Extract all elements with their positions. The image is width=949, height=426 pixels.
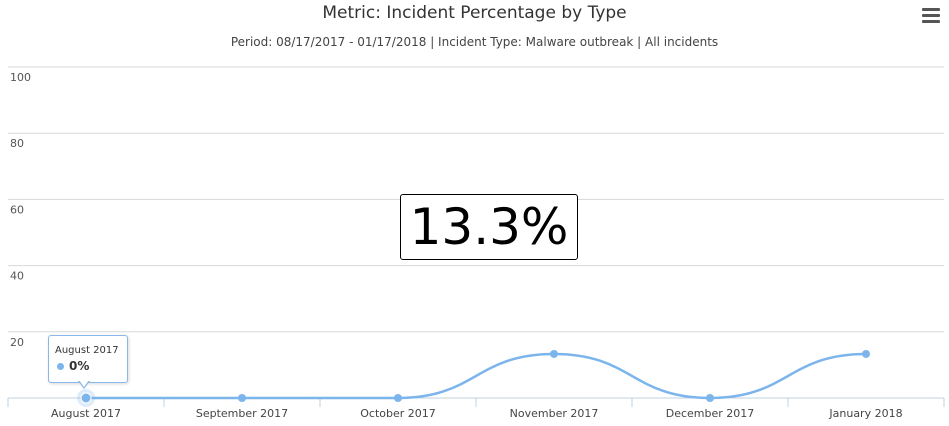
- y-tick-label: 60: [10, 203, 24, 216]
- tooltip-series-dot: [57, 363, 64, 370]
- tooltip-arrow-inner: [79, 380, 89, 387]
- x-tick-label: September 2017: [196, 407, 288, 420]
- x-tick-label: October 2017: [360, 407, 436, 420]
- data-point: [80, 392, 92, 404]
- data-point: [238, 394, 246, 402]
- x-tick-label: November 2017: [510, 407, 599, 420]
- chart-tooltip: August 2017 0%: [48, 335, 128, 383]
- tooltip-value: 0%: [69, 359, 90, 373]
- chart-subtitle: Period: 08/17/2017 - 01/17/2018 | Incide…: [230, 35, 719, 49]
- x-tick-label: August 2017: [51, 407, 121, 420]
- x-tick-label: December 2017: [666, 407, 755, 420]
- tooltip-title: August 2017: [55, 345, 119, 356]
- data-point: [550, 349, 558, 358]
- data-point: [394, 394, 402, 402]
- y-tick-label: 100: [10, 71, 31, 84]
- y-tick-label: 80: [10, 137, 24, 150]
- metric-value-box: 13.3%: [400, 194, 578, 260]
- hamburger-menu-icon[interactable]: [922, 8, 940, 24]
- x-tick-label: January 2018: [828, 407, 902, 420]
- series-line: [86, 352, 867, 400]
- data-point: [706, 394, 714, 402]
- data-point: [862, 349, 870, 358]
- y-tick-label: 20: [10, 336, 24, 349]
- y-tick-label: 40: [10, 270, 24, 283]
- chart-title: Metric: Incident Percentage by Type: [322, 3, 627, 23]
